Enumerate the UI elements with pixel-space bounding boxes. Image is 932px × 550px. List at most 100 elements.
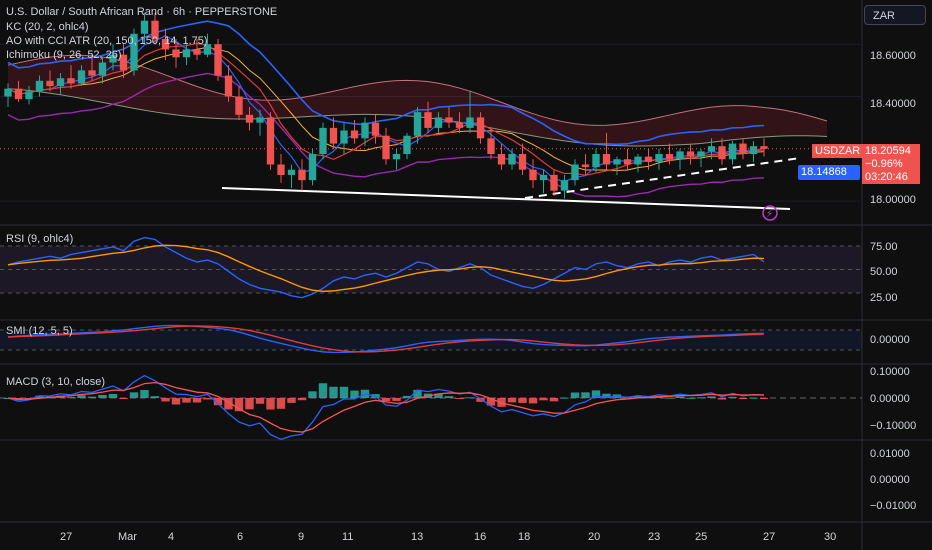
candle-body xyxy=(529,169,537,181)
candle-body xyxy=(518,154,527,170)
macd-histogram-bar xyxy=(150,396,160,398)
macd-histogram-bar xyxy=(665,397,674,399)
kc-lower-line xyxy=(7,72,765,198)
candle-body xyxy=(88,70,96,76)
candle-body xyxy=(245,114,254,123)
macd-histogram-bar xyxy=(581,392,590,398)
rsi-ma-line xyxy=(7,244,765,293)
macd-histogram-bar xyxy=(161,398,170,402)
ichimoku-span-a xyxy=(7,54,828,126)
time-tick: 9 xyxy=(298,531,305,543)
candle-body xyxy=(266,117,275,165)
macd-histogram-bar xyxy=(339,386,349,398)
legend-kc[interactable]: KC (20, 2, ohlc4) xyxy=(6,21,89,33)
macd-histogram-bar xyxy=(560,397,569,399)
macd-histogram-bar xyxy=(570,392,580,398)
legend-ao[interactable]: AO with CCI ATR (20, 150, 150, 14, 1.75) xyxy=(6,35,208,47)
macd-signal-line xyxy=(7,382,765,433)
candle-body xyxy=(46,80,54,87)
extra-tick: 0.00000 xyxy=(870,474,910,486)
candle-body xyxy=(424,112,432,128)
macd-histogram-bar xyxy=(276,398,286,409)
legend-rsi[interactable]: RSI (9, ohlc4) xyxy=(6,233,74,245)
candle-body xyxy=(224,75,233,97)
macd-histogram-bar xyxy=(455,398,464,399)
legend-macd[interactable]: MACD (3, 10, close) xyxy=(6,376,106,388)
price-tick: 18.60000 xyxy=(870,50,916,62)
macd-histogram-bar xyxy=(486,398,496,406)
time-tick: Mar xyxy=(118,531,137,543)
macd-tick: 0.00000 xyxy=(870,393,910,405)
smi-band xyxy=(0,330,862,350)
macd-histogram-bar xyxy=(465,397,475,399)
macd-histogram-bar xyxy=(434,393,443,398)
candle-body xyxy=(277,164,285,175)
time-tick: 13 xyxy=(411,531,424,543)
extra-tick: 0.01000 xyxy=(870,448,910,460)
candle-body xyxy=(203,44,212,55)
macd-histogram-bar xyxy=(381,398,391,402)
candle-body xyxy=(35,80,44,92)
candle-body xyxy=(56,78,65,87)
time-tick: 25 xyxy=(695,531,708,543)
candle-body xyxy=(497,154,506,165)
legend-smi[interactable]: SMI (12, 5, 5) xyxy=(6,325,73,337)
time-tick: 16 xyxy=(474,531,487,543)
candle-body xyxy=(487,138,495,155)
legend-ichimoku[interactable]: Ichimoku (9, 26, 52, 26) xyxy=(6,49,122,61)
macd-histogram-bar xyxy=(602,393,611,398)
candle-body xyxy=(308,154,317,181)
candle-body xyxy=(4,88,12,97)
macd-histogram-bar xyxy=(35,395,44,398)
candle-body xyxy=(697,151,705,157)
macd-histogram-bar xyxy=(675,396,685,398)
candle-body xyxy=(445,117,453,123)
candle-body xyxy=(655,154,663,162)
candle-body xyxy=(256,117,264,123)
macd-histogram-bar xyxy=(413,389,422,398)
rsi-tick: 75.00 xyxy=(870,241,898,253)
candle-body xyxy=(14,88,23,100)
extra-tick: −0.01000 xyxy=(870,500,917,512)
time-tick: 27 xyxy=(60,531,73,543)
macd-histogram-bar xyxy=(686,397,695,399)
macd-histogram-bar xyxy=(129,392,139,398)
macd-histogram-bar xyxy=(87,396,97,398)
macd-histogram-bar xyxy=(528,398,538,404)
blue-price-tag: 18.14868 xyxy=(798,165,860,180)
candle-body xyxy=(539,174,548,181)
candle-body xyxy=(98,62,107,76)
candle-body xyxy=(161,38,170,50)
macd-histogram-bar xyxy=(171,398,181,405)
currency-button[interactable]: ZAR xyxy=(864,5,926,25)
macd-histogram-bar xyxy=(717,398,727,400)
candle-body xyxy=(728,143,737,160)
candle-body xyxy=(550,174,558,191)
candle-body xyxy=(382,135,390,160)
macd-histogram-bar xyxy=(402,395,412,398)
smi-line xyxy=(7,324,765,354)
macd-line xyxy=(7,374,765,441)
candle-body xyxy=(434,117,443,128)
candle-body xyxy=(665,154,674,160)
candle-body xyxy=(508,154,516,165)
candle-body xyxy=(77,70,86,84)
candle-body xyxy=(707,146,716,152)
candle-body xyxy=(193,49,201,55)
candle-body xyxy=(581,164,590,168)
support-trendline xyxy=(221,187,791,210)
candle-body xyxy=(214,44,222,76)
candle-body xyxy=(749,146,758,155)
candle-body xyxy=(340,130,348,144)
candle-body xyxy=(371,122,380,136)
symbol-title: U.S. Dollar / South African Rand · 6h · … xyxy=(6,6,278,18)
macd-histogram-bar xyxy=(297,398,307,401)
macd-histogram-bar xyxy=(203,398,212,400)
macd-histogram-bar xyxy=(255,398,265,404)
rsi-band xyxy=(0,246,862,293)
time-tick: 23 xyxy=(648,531,661,543)
candle-body xyxy=(592,154,600,168)
currency-label: ZAR xyxy=(873,10,895,22)
